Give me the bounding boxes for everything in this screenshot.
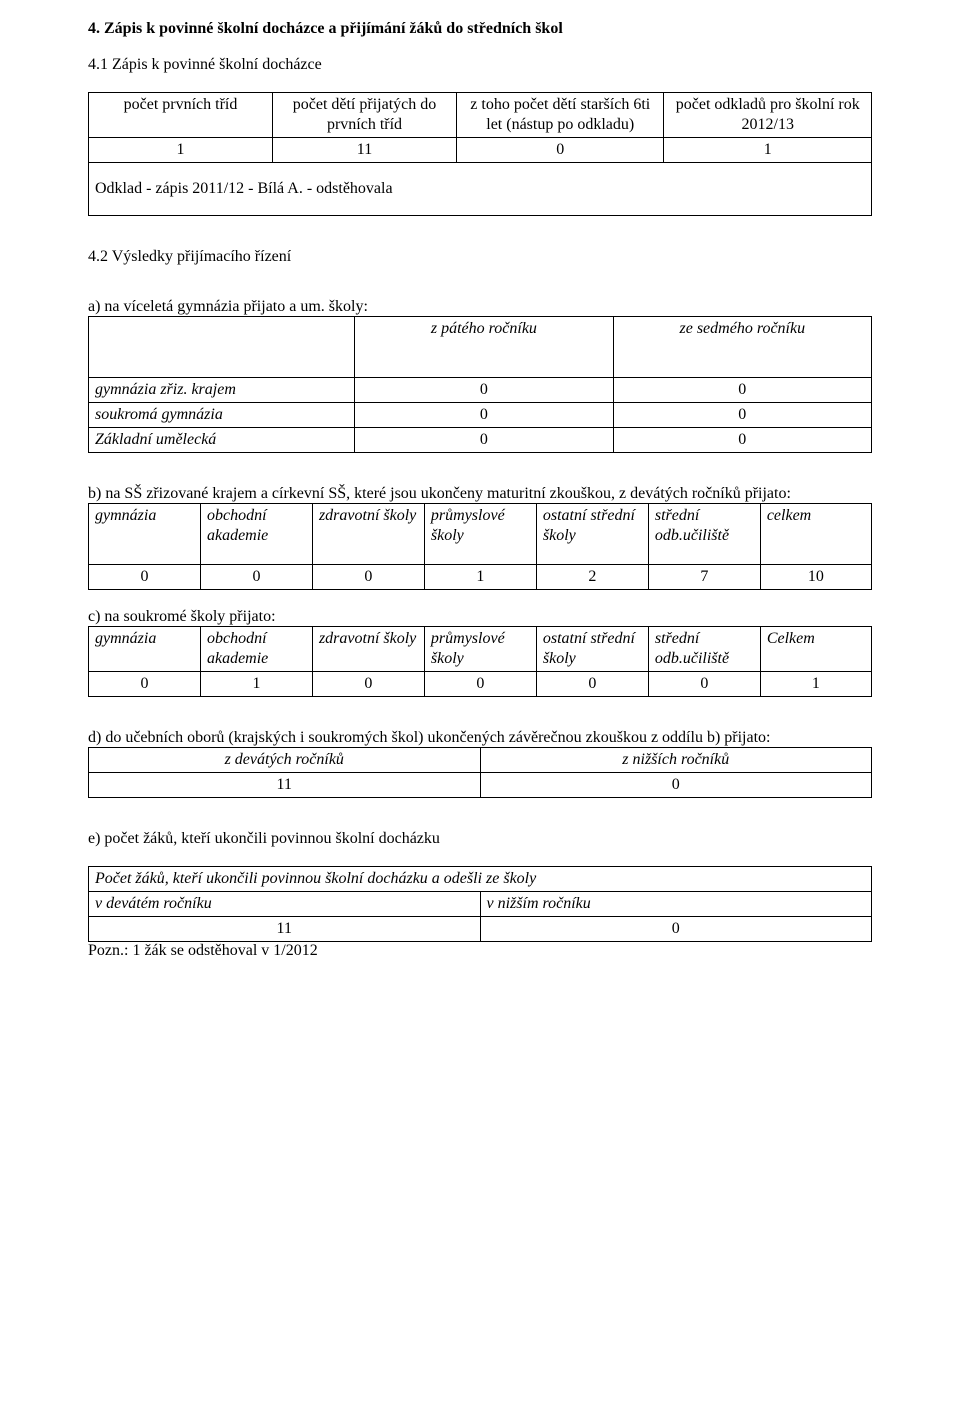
t4-r1c6: 0: [648, 672, 760, 697]
t2-r1c3: 0: [613, 378, 871, 403]
table-4-1: počet prvních tříd počet dětí přijatých …: [88, 92, 872, 216]
t3-h6: střední odb.učiliště: [648, 504, 760, 565]
t4-r1c4: 0: [424, 672, 536, 697]
t3-h1: gymnázia: [89, 504, 201, 565]
t4-r1c2: 1: [200, 672, 312, 697]
t6-r1c1: 11: [89, 917, 481, 942]
t2-r2c1: soukromá gymnázia: [89, 403, 355, 428]
t3-h2: obchodní akademie: [200, 504, 312, 565]
t4-h2: obchodní akademie: [200, 627, 312, 672]
t5-h1: z devátých ročníků: [89, 748, 481, 773]
t1-r1c2: 11: [273, 138, 457, 163]
table-c: gymnázia obchodní akademie zdravotní ško…: [88, 626, 872, 697]
t3-h3: zdravotní školy: [312, 504, 424, 565]
table-a: z pátého ročníku ze sedmého ročníku gymn…: [88, 316, 872, 453]
t4-h1: gymnázia: [89, 627, 201, 672]
t1-h1: počet prvních tříd: [89, 93, 273, 138]
t2-r3c3: 0: [613, 428, 871, 453]
t6-r1c2: 0: [480, 917, 872, 942]
t5-h2: z nižších ročníků: [480, 748, 872, 773]
t3-r1c3: 0: [312, 565, 424, 590]
t3-r1c6: 7: [648, 565, 760, 590]
subsection-b-label: b) na SŠ zřizované krajem a církevní SŠ,…: [88, 485, 872, 503]
t1-r1c1: 1: [89, 138, 273, 163]
t3-r1c1: 0: [89, 565, 201, 590]
t1-r1c4: 1: [664, 138, 872, 163]
t2-r3c2: 0: [355, 428, 613, 453]
t1-note: Odklad - zápis 2011/12 - Bílá A. - odstě…: [95, 180, 393, 197]
t1-h4: počet odkladů pro školní rok 2012/13: [664, 93, 872, 138]
t3-h4: průmyslové školy: [424, 504, 536, 565]
t2-r1c2: 0: [355, 378, 613, 403]
footnote: Pozn.: 1 žák se odstěhoval v 1/2012: [88, 942, 872, 960]
t1-note-cell: Odklad - zápis 2011/12 - Bílá A. - odstě…: [89, 163, 872, 216]
t3-r1c5: 2: [536, 565, 648, 590]
t4-r1c3: 0: [312, 672, 424, 697]
subsection-c-label: c) na soukromé školy přijato:: [88, 608, 872, 626]
section-4-heading: 4. Zápis k povinné školní docházce a při…: [88, 20, 872, 38]
t2-h2: z pátého ročníku: [355, 317, 613, 378]
t4-r1c7: 1: [760, 672, 871, 697]
t2-h3: ze sedmého ročníku: [613, 317, 871, 378]
t4-h7: Celkem: [760, 627, 871, 672]
t6-h2: v nižším ročníku: [480, 892, 872, 917]
t3-h7: celkem: [760, 504, 871, 565]
t3-h5: ostatní střední školy: [536, 504, 648, 565]
section-4-2-heading: 4.2 Výsledky přijímacího řízení: [88, 248, 872, 266]
t4-h6: střední odb.učiliště: [648, 627, 760, 672]
t6-h1: v devátém ročníku: [89, 892, 481, 917]
t3-r1c4: 1: [424, 565, 536, 590]
t1-h2: počet dětí přijatých do prvních tříd: [273, 93, 457, 138]
t2-r2c2: 0: [355, 403, 613, 428]
t4-r1c5: 0: [536, 672, 648, 697]
table-d: z devátých ročníků z nižších ročníků 11 …: [88, 747, 872, 798]
subsection-d-label: d) do učebních oborů (krajských i soukro…: [88, 729, 872, 747]
section-4-1-heading: 4.1 Zápis k povinné školní docházce: [88, 56, 872, 74]
t4-h4: průmyslové školy: [424, 627, 536, 672]
t1-h3: z toho počet dětí starších 6ti let (nást…: [457, 93, 664, 138]
t4-r1c1: 0: [89, 672, 201, 697]
t2-r3c1: Základní umělecká: [89, 428, 355, 453]
t4-h3: zdravotní školy: [312, 627, 424, 672]
t5-r1c2: 0: [480, 773, 872, 798]
subsection-a-label: a) na víceletá gymnázia přijato a um. šk…: [88, 298, 872, 316]
t5-r1c1: 11: [89, 773, 481, 798]
table-e: Počet žáků, kteří ukončili povinnou škol…: [88, 866, 872, 942]
t3-r1c7: 10: [760, 565, 871, 590]
t2-r2c3: 0: [613, 403, 871, 428]
t2-h1: [89, 317, 355, 378]
t2-r1c1: gymnázia zřiz. krajem: [89, 378, 355, 403]
t6-title: Počet žáků, kteří ukončili povinnou škol…: [89, 867, 872, 892]
t1-r1c3: 0: [457, 138, 664, 163]
t4-h5: ostatní střední školy: [536, 627, 648, 672]
table-b: gymnázia obchodní akademie zdravotní ško…: [88, 503, 872, 590]
subsection-e-label: e) počet žáků, kteří ukončili povinnou š…: [88, 830, 872, 848]
t3-r1c2: 0: [200, 565, 312, 590]
